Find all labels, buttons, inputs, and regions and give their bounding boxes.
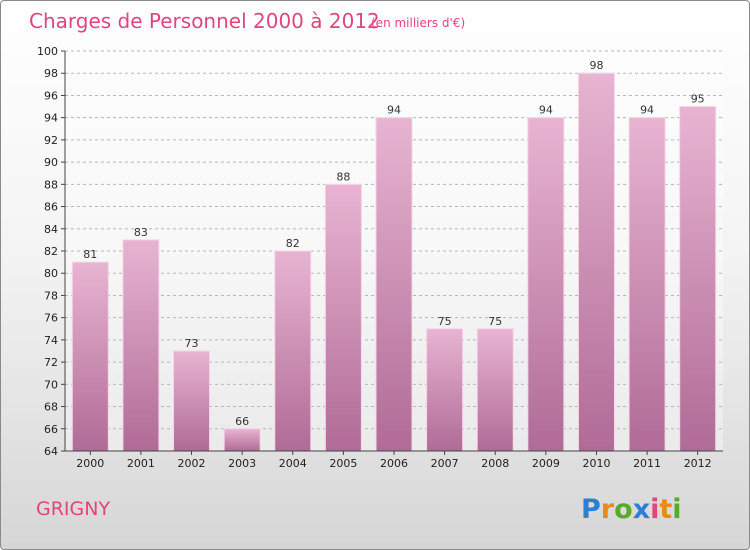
bar-value-label: 98 <box>589 59 603 72</box>
bar-2002 <box>173 350 211 452</box>
x-tick-label: 2003 <box>228 457 256 470</box>
y-tick-label: 92 <box>44 134 58 147</box>
y-tick-label: 72 <box>44 356 58 369</box>
x-tick-label: 2006 <box>380 457 408 470</box>
place-name: GRIGNY <box>36 498 110 520</box>
x-tick-label: 2000 <box>76 457 104 470</box>
y-tick-label: 100 <box>37 45 58 58</box>
y-tick-label: 80 <box>44 267 58 280</box>
logo-letter: x <box>633 494 650 525</box>
x-tick-label: 2007 <box>431 457 459 470</box>
bar-value-label: 94 <box>387 104 401 117</box>
bar-value-label: 81 <box>83 248 97 261</box>
x-tick-label: 2012 <box>684 457 712 470</box>
bar-2007 <box>426 328 464 452</box>
chart-subtitle: (en milliers d'€) <box>371 16 465 30</box>
bar-2008 <box>476 328 514 452</box>
bar-2006 <box>375 117 413 452</box>
y-tick-label: 86 <box>44 201 58 214</box>
y-tick-label: 96 <box>44 89 58 102</box>
bar-value-label: 94 <box>640 104 654 117</box>
bars-group: 81 83 73 66 82 88 94 75 75 94 98 94 95 <box>71 59 717 452</box>
y-tick-label: 70 <box>44 378 58 391</box>
y-tick-label: 94 <box>44 112 58 125</box>
logo-letter: r <box>601 494 615 525</box>
logo-letter: o <box>614 494 633 525</box>
bar-value-label: 75 <box>438 315 452 328</box>
bar-value-label: 82 <box>286 237 300 250</box>
proxiti-logo: Proxiti <box>581 494 682 525</box>
bar-2011 <box>628 117 666 452</box>
bar-value-label: 94 <box>539 104 553 117</box>
bar-value-label: 73 <box>185 337 199 350</box>
x-tick-label: 2001 <box>127 457 155 470</box>
bar-2004 <box>274 250 312 452</box>
chart-title: Charges de Personnel 2000 à 2012 <box>29 9 380 33</box>
axes: 64 66 68 70 72 74 76 78 80 82 84 86 88 90 92 94 96 98 100 2… <box>37 45 723 470</box>
logo-letter: t <box>659 494 672 525</box>
bar-value-label: 83 <box>134 226 148 239</box>
y-tick-label: 88 <box>44 178 58 191</box>
bar-value-label: 95 <box>691 93 705 106</box>
bar-2000 <box>71 261 109 452</box>
x-tick-label: 2004 <box>279 457 307 470</box>
y-tick-label: 90 <box>44 156 58 169</box>
bar-2009 <box>527 117 565 452</box>
y-tick-label: 74 <box>44 334 58 347</box>
x-tick-label: 2010 <box>582 457 610 470</box>
logo-letter: i <box>650 494 659 525</box>
x-tick-label: 2009 <box>532 457 560 470</box>
y-tick-label: 82 <box>44 245 58 258</box>
bar-value-label: 75 <box>488 315 502 328</box>
logo-letter: P <box>581 494 601 525</box>
x-tick-label: 2005 <box>329 457 357 470</box>
logo-letter: i <box>672 494 681 525</box>
y-tick-label: 66 <box>44 423 58 436</box>
bar-2003 <box>223 428 261 452</box>
y-tick-label: 84 <box>44 223 58 236</box>
bar-2010 <box>577 72 615 452</box>
y-tick-label: 68 <box>44 401 58 414</box>
y-tick-label: 78 <box>44 289 58 302</box>
x-tick-label: 2008 <box>481 457 509 470</box>
y-tick-label: 98 <box>44 67 58 80</box>
bar-2001 <box>122 239 160 452</box>
bar-value-label: 66 <box>235 415 249 428</box>
x-tick-label: 2011 <box>633 457 661 470</box>
y-tick-label: 76 <box>44 312 58 325</box>
bar-2012 <box>679 106 717 452</box>
bar-value-label: 88 <box>336 170 350 183</box>
bar-2005 <box>324 183 362 452</box>
y-tick-label: 64 <box>44 445 58 458</box>
x-tick-label: 2002 <box>178 457 206 470</box>
